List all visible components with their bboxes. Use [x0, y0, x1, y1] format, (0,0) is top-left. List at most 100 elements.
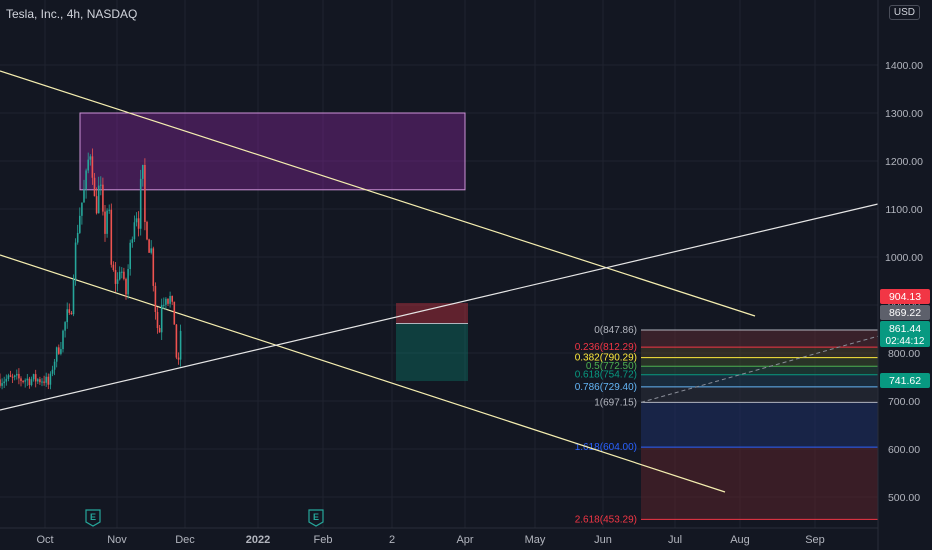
candle-body: [72, 279, 75, 315]
candle-body: [173, 301, 176, 325]
candle-body: [30, 379, 33, 386]
target-zone[interactable]: [396, 323, 468, 382]
candle-body: [74, 242, 77, 280]
candle-body: [81, 202, 83, 216]
currency-badge[interactable]: USD: [888, 5, 920, 20]
fib-zone: [641, 366, 878, 375]
candle-body: [55, 347, 58, 362]
time-tick-label: Jul: [668, 534, 682, 546]
candle-body: [9, 375, 12, 377]
time-tick-label: Dec: [175, 534, 195, 546]
earnings-marker-icon[interactable]: [85, 509, 101, 527]
candle-body: [58, 347, 60, 354]
trendlines[interactable]: [0, 70, 879, 493]
candle-body: [133, 222, 136, 240]
price-tick-label: 1100.00: [885, 204, 922, 216]
price-tick-label: 700.00: [888, 396, 920, 408]
fib-level-label: 0.618(754.72): [575, 370, 637, 381]
fib-zone: [641, 330, 878, 348]
candle-body: [144, 164, 146, 222]
candle-body: [112, 264, 115, 271]
candle-body: [68, 309, 71, 313]
time-tick-label: Apr: [456, 534, 473, 546]
price-axis[interactable]: 1400.001300.001200.001100.001000.00900.0…: [877, 0, 932, 550]
candle-body: [116, 279, 119, 284]
candle-body: [165, 298, 167, 305]
candle-body: [146, 221, 148, 240]
candle-body: [76, 232, 79, 243]
candle-body: [142, 164, 144, 179]
candle-body: [93, 177, 96, 197]
candle-body: [11, 376, 14, 378]
candle-body: [91, 156, 94, 178]
candle-body: [127, 269, 129, 295]
candle-body: [7, 375, 10, 379]
time-axis[interactable]: Oct Nov Dec 2022 Feb 2 Apr May Jun Jul Aug Sep: [0, 527, 932, 550]
earnings-marker-icon[interactable]: [308, 509, 324, 527]
price-label: 869.22: [889, 307, 921, 319]
candle-body: [87, 159, 89, 171]
price-tick-label: 600.00: [888, 444, 920, 456]
fib-level-label: 0.236(812.29): [575, 342, 637, 353]
candle-body: [152, 248, 155, 286]
candle-body: [148, 239, 150, 253]
candle-body: [129, 242, 131, 270]
candle-body: [18, 373, 20, 379]
candle-body: [22, 381, 24, 383]
price-label: 741.62: [889, 375, 921, 387]
short-position-tool[interactable]: [396, 303, 468, 382]
candle-body: [64, 322, 66, 331]
price-label-bg: [880, 373, 930, 388]
time-tick-label: Sep: [805, 534, 825, 546]
candle-body: [26, 378, 29, 381]
candle-body: [121, 271, 123, 273]
candle-body: [97, 185, 100, 214]
candle-body: [85, 170, 87, 189]
time-tick-label: May: [525, 534, 546, 546]
price-tick-label: 500.00: [888, 492, 920, 504]
candle-body: [125, 278, 127, 295]
upper-descending-trendline[interactable]: [0, 70, 756, 317]
candle-body: [179, 330, 182, 360]
fib-level-label: 0.382(790.29): [575, 353, 637, 364]
price-tick-label: 1300.00: [885, 108, 923, 120]
price-tick-label: 800.00: [888, 348, 920, 360]
candle-body: [60, 349, 62, 354]
lower-descending-trendline[interactable]: [0, 254, 726, 493]
candle-body: [154, 285, 157, 312]
candle-body: [20, 378, 22, 382]
candle-body: [13, 375, 16, 378]
fibonacci-retracement[interactable]: 0(847.86) 0.236(812.29)0.382(790.29)0.5(7…: [575, 325, 879, 525]
ascending-trendline[interactable]: [0, 203, 879, 411]
candle-body: [16, 373, 18, 376]
candle-body: [102, 184, 104, 212]
candle-body: [114, 270, 117, 284]
candle-body: [47, 376, 50, 385]
time-tick-label: Jun: [594, 534, 612, 546]
time-tick-label: Oct: [36, 534, 53, 546]
candle-body: [106, 210, 108, 234]
candle-body: [32, 374, 35, 380]
resistance-box[interactable]: [79, 112, 466, 191]
candle-body: [131, 239, 134, 243]
price-label: 904.13: [889, 291, 921, 303]
candlestick-series: [0, 148, 182, 390]
time-tick-label: 2022: [246, 534, 270, 546]
candle-body: [104, 211, 106, 234]
candle-body: [158, 328, 161, 333]
candle-body: [83, 188, 85, 203]
stop-zone[interactable]: [396, 303, 468, 324]
candle-body: [150, 248, 152, 253]
price-label-bg: [880, 289, 930, 304]
candle-body: [66, 309, 68, 323]
candle-body: [51, 369, 54, 374]
candle-body: [53, 361, 56, 370]
candle-body: [39, 379, 41, 383]
price-label-bg: [880, 305, 930, 320]
candle-body: [110, 209, 113, 265]
candle-body: [175, 324, 178, 358]
candle-body: [123, 271, 125, 279]
